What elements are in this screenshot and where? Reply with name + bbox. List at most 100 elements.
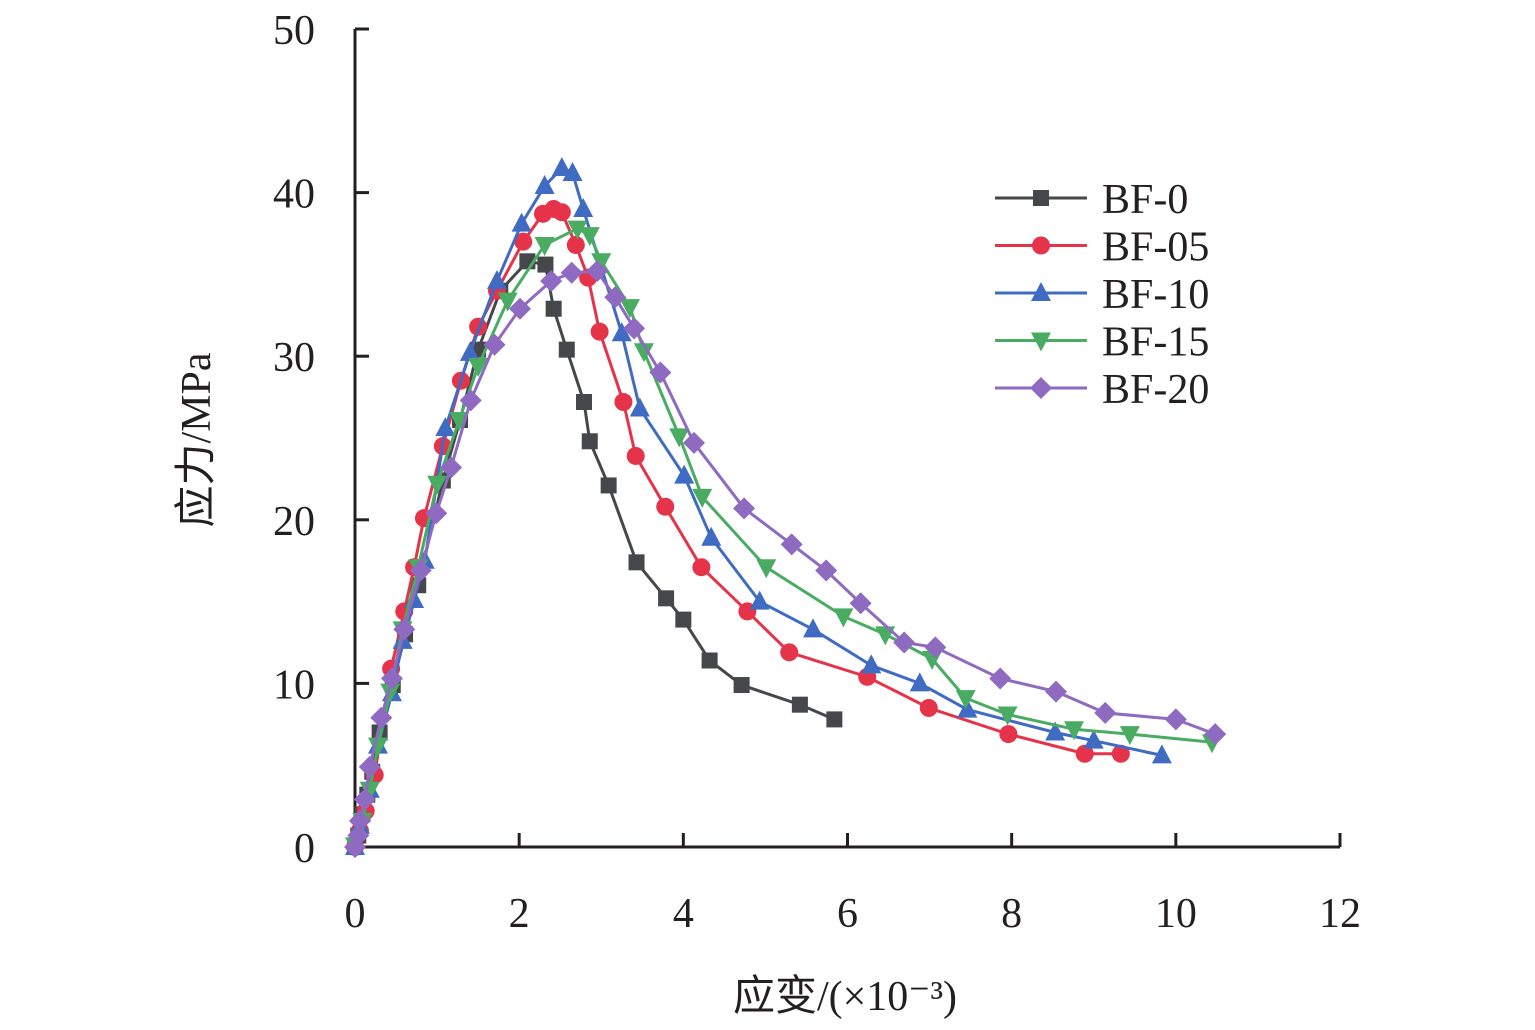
marker-diamond — [425, 502, 448, 525]
marker-triangle-down — [380, 683, 401, 703]
marker-circle — [514, 232, 533, 251]
marker-diamond — [1164, 708, 1187, 731]
marker-diamond — [347, 824, 370, 847]
marker-triangle-up — [534, 175, 555, 195]
marker-diamond — [348, 809, 371, 832]
y-tick-label: 10 — [273, 662, 315, 708]
marker-triangle-up — [1083, 729, 1104, 749]
marker-square — [581, 433, 598, 450]
marker-diamond — [508, 297, 531, 320]
marker-square — [558, 341, 575, 358]
marker-circle — [590, 322, 609, 341]
y-axis-label: 应力/MPa — [173, 352, 220, 527]
marker-triangle-down — [1064, 721, 1085, 741]
marker-triangle-up — [573, 197, 594, 217]
legend-label: BF-15 — [1102, 320, 1209, 366]
x-tick-label: 12 — [1319, 891, 1361, 937]
marker-triangle-up — [674, 464, 695, 484]
marker-circle — [1032, 236, 1050, 255]
series-line — [353, 166, 1163, 848]
marker-diamond — [540, 269, 563, 292]
marker-diamond — [393, 618, 416, 641]
series-bf-10 — [345, 157, 1172, 855]
marker-triangle-up — [511, 212, 532, 232]
marker-circle — [552, 203, 571, 222]
marker-triangle-down — [449, 412, 470, 432]
marker-triangle-up — [1151, 744, 1172, 764]
marker-diamond — [604, 286, 627, 309]
marker-diamond — [440, 456, 463, 479]
y-tick-label: 50 — [273, 8, 315, 54]
marker-circle — [999, 725, 1018, 744]
marker-square — [658, 590, 675, 607]
legend-item: BF-20 — [995, 367, 1209, 413]
x-axis-label: 应变/(×10⁻³) — [733, 973, 957, 1020]
marker-triangle-down — [1119, 726, 1140, 746]
marker-square — [545, 300, 562, 317]
marker-circle — [566, 235, 585, 254]
legend-label: BF-0 — [1102, 177, 1188, 223]
marker-diamond — [683, 431, 706, 454]
marker-circle — [919, 698, 938, 717]
x-tick-label: 10 — [1155, 891, 1197, 937]
x-tick-label: 6 — [837, 891, 858, 937]
y-tick-label: 20 — [273, 499, 315, 545]
marker-square — [628, 554, 645, 571]
marker-diamond — [409, 559, 432, 582]
marker-triangle-down — [756, 559, 777, 579]
marker-diamond — [893, 631, 916, 654]
legend-item: BF-15 — [995, 320, 1209, 366]
marker-circle — [626, 446, 645, 465]
marker-diamond — [649, 361, 672, 384]
marker-triangle-up — [435, 417, 456, 437]
marker-triangle-down — [669, 428, 690, 448]
legend-item: BF-10 — [995, 272, 1209, 318]
marker-diamond — [353, 788, 376, 811]
marker-diamond — [924, 636, 947, 659]
x-tick-label: 8 — [1001, 891, 1022, 937]
marker-diamond — [586, 260, 609, 283]
x-tick-label: 2 — [509, 891, 530, 937]
marker-diamond — [623, 317, 646, 340]
marker-triangle-down — [875, 626, 896, 646]
marker-triangle-down — [497, 292, 518, 312]
series-bf-20 — [344, 260, 1227, 858]
marker-triangle-down — [955, 690, 976, 710]
marker-diamond — [780, 533, 803, 556]
marker-square — [576, 394, 593, 411]
x-tick-label: 0 — [345, 891, 366, 937]
legend-item: BF-0 — [995, 177, 1188, 223]
marker-diamond — [358, 755, 381, 778]
marker-triangle-up — [957, 698, 978, 718]
legend-label: BF-10 — [1102, 272, 1209, 318]
marker-square — [600, 477, 617, 494]
marker-square — [826, 711, 843, 728]
legend-label: BF-20 — [1102, 367, 1209, 413]
legend-label: BF-05 — [1102, 225, 1209, 271]
marker-triangle-up — [562, 161, 583, 181]
axes: 0 2 4 6 8 10 12 0 10 20 30 40 50 — [273, 8, 1361, 937]
marker-triangle-down — [1031, 332, 1051, 352]
marker-triangle-down — [591, 253, 612, 273]
marker-square — [791, 696, 808, 713]
marker-circle — [692, 558, 711, 577]
marker-triangle-down — [619, 299, 640, 319]
x-tick-label: 4 — [673, 891, 694, 937]
marker-triangle-up — [749, 590, 770, 610]
marker-circle — [614, 393, 633, 412]
marker-triangle-up — [611, 322, 632, 342]
legend-item: BF-05 — [995, 225, 1209, 271]
marker-triangle-up — [701, 526, 722, 546]
marker-triangle-down — [633, 343, 654, 363]
marker-triangle-up — [629, 397, 650, 417]
series-line — [353, 207, 1121, 848]
marker-diamond — [483, 333, 506, 356]
marker-circle — [656, 497, 675, 516]
marker-diamond — [1030, 377, 1052, 399]
y-tick-label: 30 — [273, 335, 315, 381]
marker-diamond — [380, 667, 403, 690]
marker-diamond — [560, 261, 583, 284]
marker-square — [675, 611, 692, 628]
marker-triangle-down — [833, 608, 854, 628]
